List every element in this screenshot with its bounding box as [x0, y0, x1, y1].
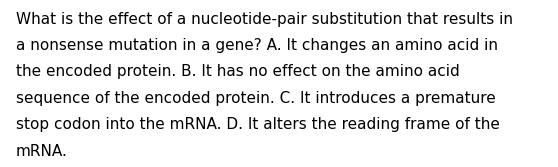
Text: stop codon into the mRNA. D. It alters the reading frame of the: stop codon into the mRNA. D. It alters t…	[16, 117, 499, 132]
Text: the encoded protein. B. It has no effect on the amino acid: the encoded protein. B. It has no effect…	[16, 64, 459, 79]
Text: a nonsense mutation in a gene? A. It changes an amino acid in: a nonsense mutation in a gene? A. It cha…	[16, 38, 498, 53]
Text: sequence of the encoded protein. C. It introduces a premature: sequence of the encoded protein. C. It i…	[16, 91, 496, 106]
Text: What is the effect of a nucleotide-pair substitution that results in: What is the effect of a nucleotide-pair …	[16, 12, 513, 27]
Text: mRNA.: mRNA.	[16, 144, 68, 159]
